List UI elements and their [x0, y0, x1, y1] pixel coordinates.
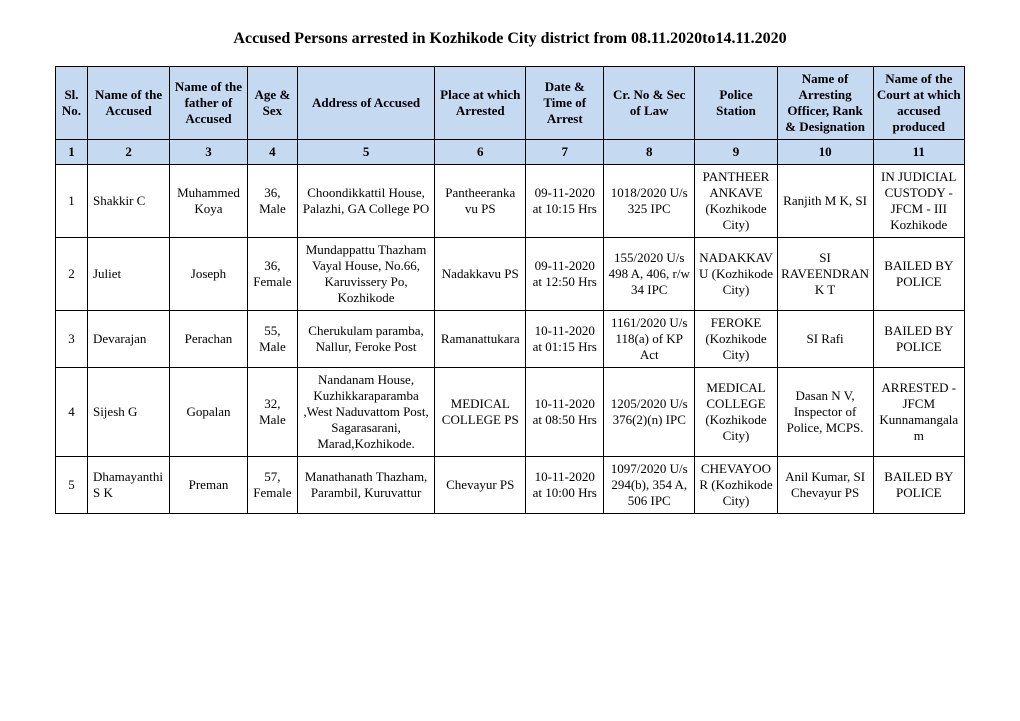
cell-addr: Cherukulam paramba, Nallur, Feroke Post	[298, 311, 435, 368]
num-1: 1	[56, 140, 88, 165]
num-10: 10	[777, 140, 873, 165]
cell-sl: 2	[56, 238, 88, 311]
col-date-time: Date & Time of Arrest	[526, 67, 604, 140]
cell-place: MEDICAL COLLEGE PS	[435, 368, 526, 457]
col-address: Address of Accused	[298, 67, 435, 140]
cell-place: Chevayur PS	[435, 457, 526, 514]
num-9: 9	[695, 140, 777, 165]
table-row: 4 Sijesh G Gopalan 32, Male Nandanam Hou…	[56, 368, 965, 457]
cell-addr: Nandanam House, Kuzhikkaraparamba ,West …	[298, 368, 435, 457]
cell-datetime: 10-11-2020 at 10:00 Hrs	[526, 457, 604, 514]
col-place-arrested: Place at which Arrested	[435, 67, 526, 140]
cell-sl: 5	[56, 457, 88, 514]
cell-age: 36, Male	[247, 165, 297, 238]
num-6: 6	[435, 140, 526, 165]
cell-datetime: 09-11-2020 at 10:15 Hrs	[526, 165, 604, 238]
cell-age: 57, Female	[247, 457, 297, 514]
cell-datetime: 09-11-2020 at 12:50 Hrs	[526, 238, 604, 311]
cell-court: IN JUDICIAL CUSTODY - JFCM - III Kozhiko…	[873, 165, 964, 238]
cell-age: 55, Male	[247, 311, 297, 368]
cell-datetime: 10-11-2020 at 01:15 Hrs	[526, 311, 604, 368]
cell-ps: PANTHEERANKAVE (Kozhikode City)	[695, 165, 777, 238]
num-11: 11	[873, 140, 964, 165]
cell-age: 36, Female	[247, 238, 297, 311]
cell-addr: Choondikkattil House, Palazhi, GA Colleg…	[298, 165, 435, 238]
table-row: 3 Devarajan Perachan 55, Male Cherukulam…	[56, 311, 965, 368]
num-5: 5	[298, 140, 435, 165]
cell-ps: FEROKE (Kozhikode City)	[695, 311, 777, 368]
cell-crno: 155/2020 U/s 498 A, 406, r/w 34 IPC	[604, 238, 695, 311]
cell-court: BAILED BY POLICE	[873, 457, 964, 514]
cell-crno: 1205/2020 U/s 376(2)(n) IPC	[604, 368, 695, 457]
cell-name: Sijesh G	[87, 368, 169, 457]
cell-court: ARRESTED - JFCM Kunnamangalam	[873, 368, 964, 457]
cell-place: Ramanattukara	[435, 311, 526, 368]
header-row: Sl. No. Name of the Accused Name of the …	[56, 67, 965, 140]
cell-addr: Mundappattu Thazham Vayal House, No.66, …	[298, 238, 435, 311]
num-3: 3	[170, 140, 248, 165]
number-row: 1 2 3 4 5 6 7 8 9 10 11	[56, 140, 965, 165]
col-police-station: Police Station	[695, 67, 777, 140]
cell-ps: CHEVAYOOR (Kozhikode City)	[695, 457, 777, 514]
cell-datetime: 10-11-2020 at 08:50 Hrs	[526, 368, 604, 457]
num-2: 2	[87, 140, 169, 165]
cell-court: BAILED BY POLICE	[873, 238, 964, 311]
cell-officer: SI Rafi	[777, 311, 873, 368]
col-crno: Cr. No & Sec of Law	[604, 67, 695, 140]
num-7: 7	[526, 140, 604, 165]
page-title: Accused Persons arrested in Kozhikode Ci…	[55, 30, 965, 48]
cell-crno: 1097/2020 U/s 294(b), 354 A, 506 IPC	[604, 457, 695, 514]
cell-crno: 1018/2020 U/s 325 IPC	[604, 165, 695, 238]
cell-sl: 4	[56, 368, 88, 457]
cell-sl: 1	[56, 165, 88, 238]
cell-name: Shakkir C	[87, 165, 169, 238]
col-age-sex: Age & Sex	[247, 67, 297, 140]
arrest-table: Sl. No. Name of the Accused Name of the …	[55, 66, 965, 514]
num-8: 8	[604, 140, 695, 165]
cell-officer: Anil Kumar, SI Chevayur PS	[777, 457, 873, 514]
col-officer: Name of Arresting Officer, Rank & Design…	[777, 67, 873, 140]
cell-father: Preman	[170, 457, 248, 514]
num-4: 4	[247, 140, 297, 165]
table-row: 2 Juliet Joseph 36, Female Mundappattu T…	[56, 238, 965, 311]
cell-age: 32, Male	[247, 368, 297, 457]
cell-officer: SI RAVEENDRAN K T	[777, 238, 873, 311]
col-name-accused: Name of the Accused	[87, 67, 169, 140]
cell-father: Perachan	[170, 311, 248, 368]
cell-officer: Ranjith M K, SI	[777, 165, 873, 238]
cell-name: Juliet	[87, 238, 169, 311]
cell-crno: 1161/2020 U/s 118(a) of KP Act	[604, 311, 695, 368]
cell-name: Dhamayanthi S K	[87, 457, 169, 514]
cell-addr: Manathanath Thazham, Parambil, Kuruvattu…	[298, 457, 435, 514]
cell-sl: 3	[56, 311, 88, 368]
col-father: Name of the father of Accused	[170, 67, 248, 140]
cell-father: Joseph	[170, 238, 248, 311]
cell-place: Nadakkavu PS	[435, 238, 526, 311]
col-court: Name of the Court at which accused produ…	[873, 67, 964, 140]
cell-ps: NADAKKAVU (Kozhikode City)	[695, 238, 777, 311]
cell-father: Gopalan	[170, 368, 248, 457]
col-slno: Sl. No.	[56, 67, 88, 140]
cell-court: BAILED BY POLICE	[873, 311, 964, 368]
table-body: 1 Shakkir C Muhammed Koya 36, Male Choon…	[56, 165, 965, 514]
cell-place: Pantheeranka vu PS	[435, 165, 526, 238]
table-row: 1 Shakkir C Muhammed Koya 36, Male Choon…	[56, 165, 965, 238]
cell-ps: MEDICAL COLLEGE (Kozhikode City)	[695, 368, 777, 457]
cell-officer: Dasan N V, Inspector of Police, MCPS.	[777, 368, 873, 457]
table-row: 5 Dhamayanthi S K Preman 57, Female Mana…	[56, 457, 965, 514]
cell-name: Devarajan	[87, 311, 169, 368]
cell-father: Muhammed Koya	[170, 165, 248, 238]
